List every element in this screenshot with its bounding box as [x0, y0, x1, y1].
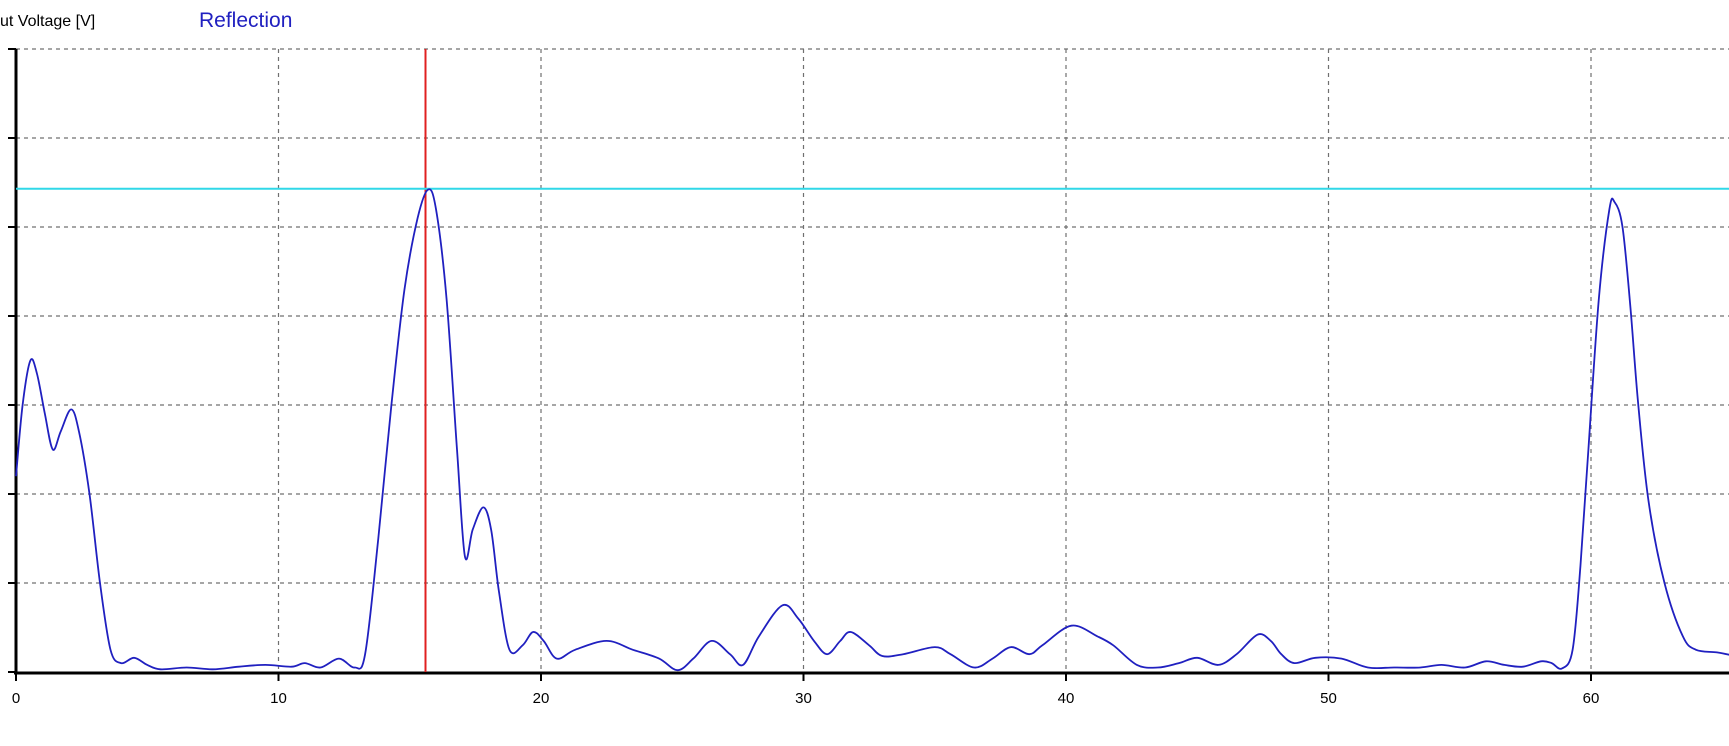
x-tick-label: 30: [795, 690, 812, 707]
x-tick-label: 60: [1583, 690, 1600, 707]
x-tick-label: 50: [1320, 690, 1337, 707]
y-axis-label: ut Voltage [V]: [0, 13, 96, 30]
x-tick-label: 20: [533, 690, 550, 707]
legend-series-name: Reflection: [199, 9, 293, 32]
grid: [16, 48, 1729, 672]
x-tick-labels: 0 10 20 30 40 50 60: [12, 690, 1600, 707]
markers: [16, 49, 1729, 672]
x-tick-label: 0: [12, 690, 20, 707]
series-line-reflection: [15, 188, 1729, 672]
x-tick-label: 10: [270, 690, 287, 707]
x-tick-label: 40: [1058, 690, 1075, 707]
axes: [8, 48, 1729, 681]
series-layer: [15, 188, 1729, 672]
